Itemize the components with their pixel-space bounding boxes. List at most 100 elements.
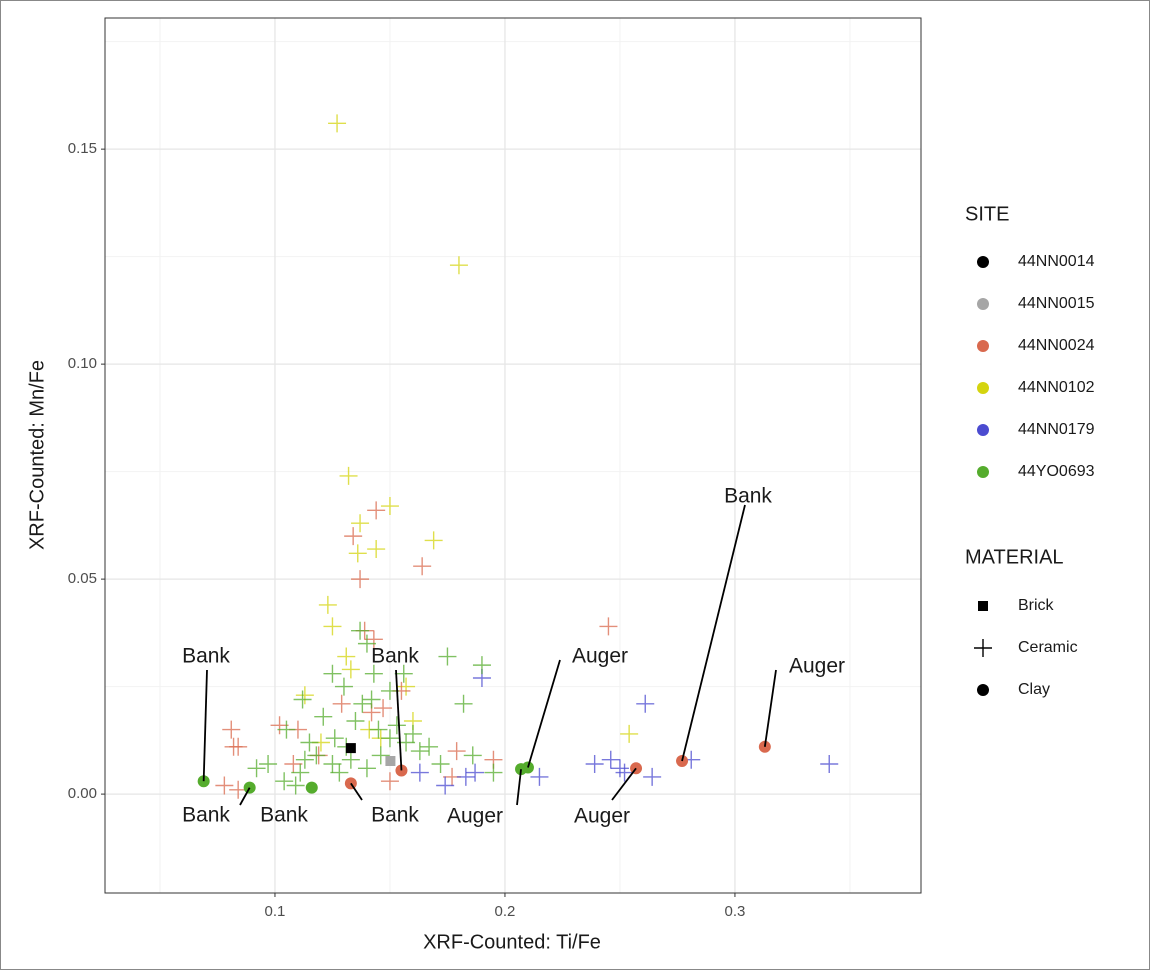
annotation-leader <box>239 787 251 806</box>
ceramic-point <box>403 724 422 743</box>
ceramic-point <box>284 755 303 774</box>
ceramic-point <box>424 531 443 550</box>
ceramic-point <box>380 729 399 748</box>
legend-label: 44NN0014 <box>1018 253 1095 270</box>
y-axis-title: XRF-Counted: Mn/Fe <box>26 360 48 550</box>
ceramic-point <box>447 742 466 761</box>
ceramic-point <box>410 742 429 761</box>
ceramic-point <box>277 720 296 739</box>
ceramic-point <box>364 664 383 683</box>
ceramic-point <box>341 660 360 679</box>
legend-label: Brick <box>1018 597 1055 614</box>
annotation-label: Auger <box>789 655 845 678</box>
ceramic-point <box>337 647 356 666</box>
ceramic-point <box>374 699 393 718</box>
x-tick-label: 0.1 <box>265 903 286 920</box>
ceramic-point <box>362 690 381 709</box>
ceramic-point <box>466 763 485 782</box>
annotation-label: Auger <box>574 805 630 828</box>
brick-point <box>385 755 396 766</box>
panel-border <box>104 17 922 894</box>
legend-label: 44NN0015 <box>1018 295 1095 312</box>
ceramic-point <box>351 514 370 533</box>
ceramic-point <box>380 497 399 516</box>
ceramic-point <box>293 690 312 709</box>
legend-label: Ceramic <box>1018 639 1078 656</box>
legend-label: Clay <box>1018 681 1050 698</box>
legend-label: 44YO0693 <box>1018 463 1095 480</box>
ceramic-point <box>530 767 549 786</box>
y-tick-label: 0.05 <box>68 570 97 587</box>
legend-key <box>977 382 989 394</box>
ceramic-point <box>431 755 450 774</box>
ceramic-point <box>291 763 310 782</box>
legend-label: 44NN0024 <box>1018 337 1095 354</box>
ceramic-point <box>615 763 634 782</box>
ceramic-point <box>610 759 629 778</box>
legend-key <box>977 424 989 436</box>
ceramic-point <box>323 617 342 636</box>
ceramic-point <box>215 776 234 795</box>
ceramic-point <box>348 544 367 563</box>
ceramic-point <box>357 634 376 653</box>
annotation-label: Bank <box>182 645 230 668</box>
ceramic-point <box>286 776 305 795</box>
ceramic-point <box>636 694 655 713</box>
ceramic-point <box>295 686 314 705</box>
ceramic-point <box>380 681 399 700</box>
ceramic-point <box>330 763 349 782</box>
y-tick-label: 0.00 <box>68 785 97 802</box>
ceramic-point <box>484 763 503 782</box>
ceramic-point <box>357 759 376 778</box>
ceramic-point <box>339 466 358 485</box>
ceramic-point <box>229 737 248 756</box>
ceramic-point <box>323 664 342 683</box>
ceramic-point <box>585 755 604 774</box>
ceramic-point <box>463 746 482 765</box>
legend-key <box>977 298 989 310</box>
legend-key <box>977 466 989 478</box>
annotation-label: Bank <box>371 645 419 668</box>
clay-point <box>305 781 318 794</box>
ceramic-point <box>601 750 620 769</box>
legend-title: SITE <box>965 203 1009 225</box>
ceramic-point <box>438 647 457 666</box>
ceramic-point <box>367 540 386 559</box>
annotation-leader <box>395 669 403 771</box>
annotation-leader <box>763 669 777 747</box>
y-tick-label: 0.10 <box>68 355 97 372</box>
x-axis-title: XRF-Counted: Ti/Fe <box>423 931 601 953</box>
annotation-label: Auger <box>572 645 628 668</box>
ceramic-point <box>353 694 372 713</box>
legend-key <box>977 256 989 268</box>
ceramic-point <box>323 755 342 774</box>
ceramic-point <box>380 772 399 791</box>
ceramic-point <box>436 776 455 795</box>
brick-point <box>345 743 356 754</box>
ceramic-point <box>332 694 351 713</box>
ceramic-point <box>364 630 383 649</box>
annotation-label: Bank <box>371 804 419 827</box>
ceramic-point <box>820 755 839 774</box>
ceramic-point <box>387 716 406 735</box>
legend-label: 44NN0179 <box>1018 421 1095 438</box>
legend-key <box>974 639 992 657</box>
ceramic-point <box>397 677 416 696</box>
annotation-label: Bank <box>724 485 772 508</box>
ceramic-point <box>328 114 347 133</box>
ceramic-point <box>341 750 360 769</box>
x-tick-label: 0.2 <box>495 903 516 920</box>
x-tick-label: 0.3 <box>725 903 746 920</box>
ceramic-point <box>413 557 432 576</box>
annotation-leader <box>202 669 208 782</box>
ceramic-point <box>346 712 365 731</box>
annotation-leader <box>611 767 637 801</box>
annotation-label: Auger <box>447 805 503 828</box>
ceramic-point <box>247 759 266 778</box>
ceramic-point <box>394 664 413 683</box>
legend-title: MATERIAL <box>965 546 1064 568</box>
ceramic-point <box>599 617 618 636</box>
ceramic-point <box>420 737 439 756</box>
